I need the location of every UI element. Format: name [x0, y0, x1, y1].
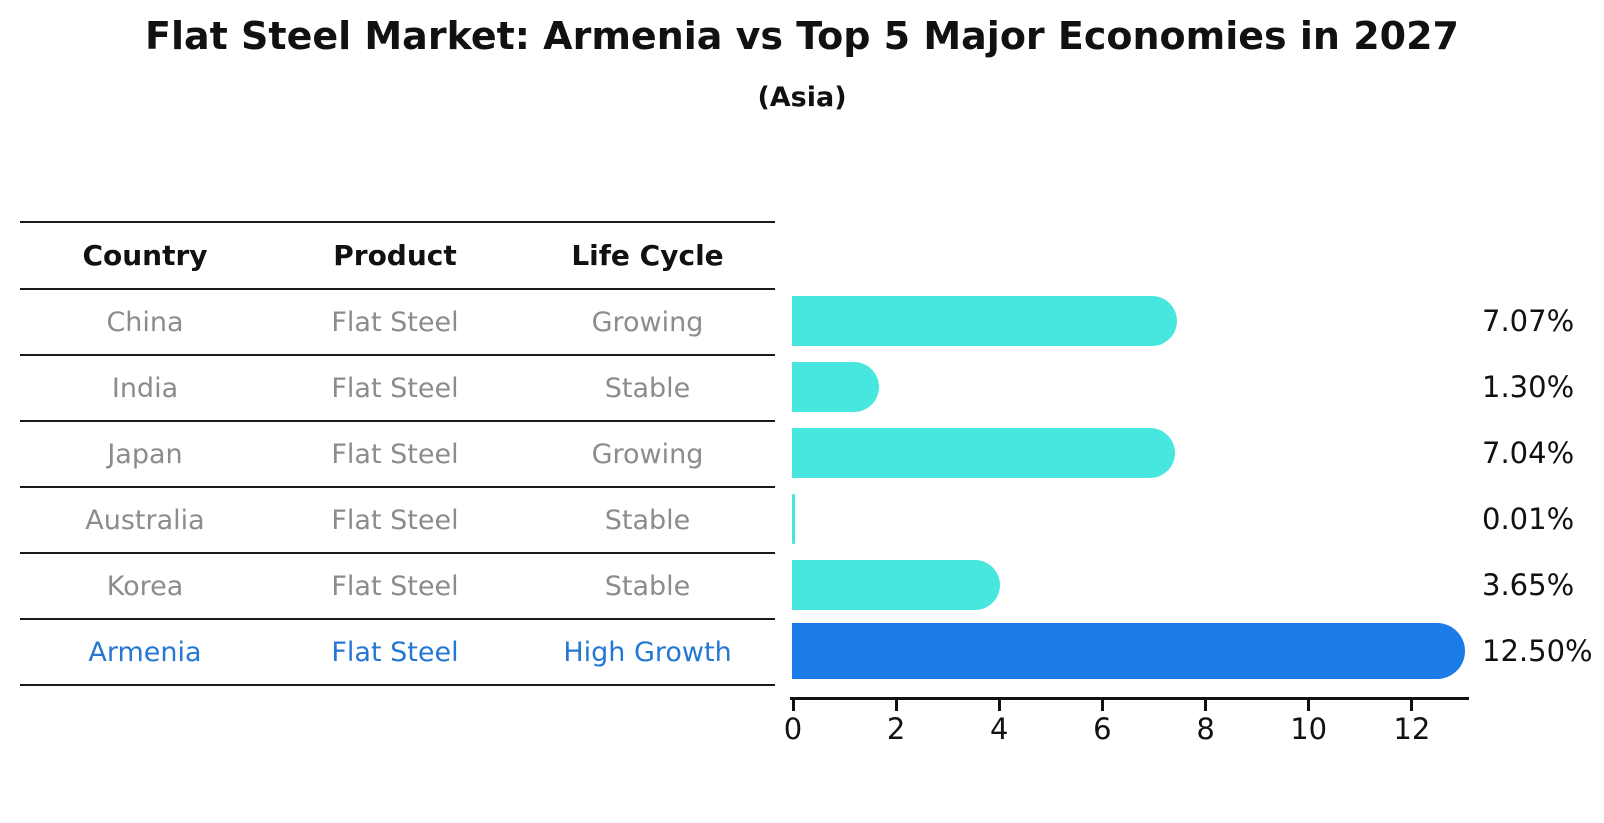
bar-japan [792, 428, 1175, 478]
x-tick-label-12: 12 [1393, 712, 1431, 746]
cell-life-cycle: Stable [604, 504, 691, 536]
cell-product: Flat Steel [331, 570, 459, 602]
cell-country: Korea [106, 570, 184, 602]
cell-product: Flat Steel [331, 504, 459, 536]
cell-life-cycle: Stable [604, 570, 691, 602]
cell-country: Australia [85, 504, 205, 536]
country-table: Country Product Life Cycle China Flat Ste… [20, 221, 775, 686]
value-label-japan: 7.04% [1482, 436, 1575, 470]
table-row-india: India Flat Steel Stable [20, 356, 775, 422]
x-tick-12 [1410, 700, 1414, 711]
cell-country: Japan [107, 438, 183, 470]
cell-country: India [111, 372, 179, 404]
chart-title: Flat Steel Market: Armenia vs Top 5 Majo… [145, 14, 1459, 58]
value-label-china: 7.07% [1482, 304, 1575, 338]
x-tick-10 [1307, 700, 1311, 711]
bar-china [792, 296, 1177, 346]
cell-product: Flat Steel [331, 306, 459, 338]
table-row-japan: Japan Flat Steel Growing [20, 422, 775, 488]
x-tick-4 [997, 700, 1001, 711]
table-row-armenia: Armenia Flat Steel High Growth [20, 620, 775, 686]
x-tick-0 [791, 700, 795, 711]
column-header-product: Product [333, 239, 457, 272]
x-tick-2 [894, 700, 898, 711]
x-tick-label-2: 2 [886, 712, 906, 746]
cell-life-cycle: Growing [591, 306, 704, 338]
table-header-row: Country Product Life Cycle [20, 223, 775, 290]
table-row-china: China Flat Steel Growing [20, 290, 775, 356]
x-tick-label-4: 4 [990, 712, 1009, 746]
chart-subtitle: (Asia) [757, 82, 847, 113]
cell-product: Flat Steel [331, 636, 459, 668]
column-header-country: Country [82, 239, 208, 272]
cell-country: China [106, 306, 184, 338]
bar-australia [792, 494, 795, 544]
column-header-life-cycle: Life Cycle [571, 239, 724, 272]
cell-life-cycle: Growing [591, 438, 704, 470]
table-body: China Flat Steel Growing India Flat Steel Sta… [20, 290, 775, 686]
x-tick-label-10: 10 [1290, 712, 1328, 746]
x-tick-6 [1100, 700, 1104, 711]
bar-armenia [792, 623, 1465, 679]
table-row-korea: Korea Flat Steel Stable [20, 554, 775, 620]
value-label-india: 1.30% [1482, 370, 1575, 404]
value-label-armenia: 12.50% [1482, 634, 1593, 668]
x-tick-8 [1204, 700, 1208, 711]
cell-product: Flat Steel [331, 438, 459, 470]
x-tick-label-6: 6 [1093, 712, 1112, 746]
table-row-australia: Australia Flat Steel Stable [20, 488, 775, 554]
cell-life-cycle: Stable [604, 372, 691, 404]
bar-korea [792, 560, 1000, 610]
x-axis-line [790, 697, 1469, 700]
value-label-korea: 3.65% [1482, 568, 1575, 602]
value-label-australia: 0.01% [1482, 502, 1575, 536]
cell-product: Flat Steel [331, 372, 459, 404]
cell-life-cycle: High Growth [563, 636, 732, 668]
x-tick-label-0: 0 [783, 712, 803, 746]
bar-india [792, 362, 879, 412]
cell-country: Armenia [88, 636, 202, 668]
x-tick-label-8: 8 [1196, 712, 1215, 746]
